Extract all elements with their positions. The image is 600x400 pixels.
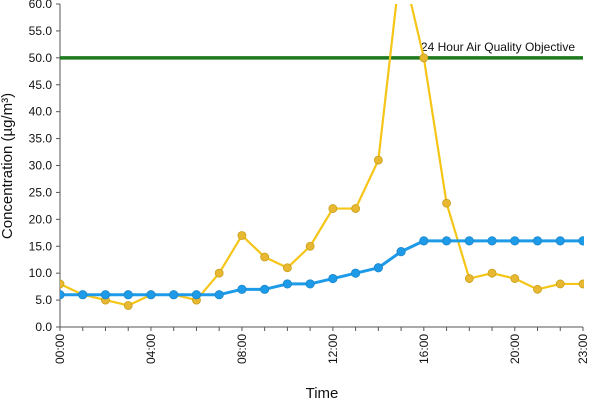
series-1-point	[351, 204, 361, 213]
marker-group	[60, 53, 584, 310]
y-tick-label: 5.0	[35, 293, 52, 307]
series-2-point	[419, 236, 429, 246]
series-2-point	[441, 236, 452, 246]
y-tick-label: 0.0	[35, 320, 52, 334]
series-1-point	[237, 231, 247, 240]
y-tick-label: 30.0	[29, 159, 53, 173]
series-1-point	[555, 279, 565, 289]
series-line-2	[60, 239, 583, 297]
series-1-point	[305, 241, 315, 251]
y-tick-label: 55.0	[29, 24, 53, 38]
series-2-point	[100, 290, 111, 300]
x-tick-label: 08:00	[235, 334, 249, 364]
series-1-point	[282, 263, 292, 273]
series-2-point	[578, 236, 584, 246]
series-2-point	[351, 268, 361, 278]
series-2-point	[78, 290, 88, 300]
series-2-point	[396, 247, 406, 257]
y-tick-label: 15.0	[29, 239, 53, 253]
series-2-point	[555, 236, 565, 246]
y-tick-label: 60.0	[29, 0, 53, 11]
series-1-point	[328, 204, 338, 213]
series-2-point	[532, 236, 543, 246]
y-tick-label: 25.0	[29, 185, 53, 199]
series-2-point	[191, 290, 202, 300]
series-1-point	[419, 53, 429, 63]
x-axis: 00:00 04:00 08:00 12:00 16:00 20:00 23:00	[53, 326, 590, 364]
y-tick-label: 45.0	[29, 78, 53, 92]
reference-line-group: 24 Hour Air Quality Objective	[60, 40, 583, 60]
y-tick-label: 20.0	[29, 212, 53, 226]
series-2-point	[123, 290, 133, 300]
series-1-point	[123, 301, 133, 310]
y-tick-label: 35.0	[29, 132, 53, 146]
series-1-point	[464, 274, 474, 283]
series-2-point	[328, 273, 338, 284]
y-tick-label: 10.0	[29, 266, 53, 280]
series-1-point	[510, 274, 520, 283]
y-tick-label: 40.0	[29, 105, 53, 119]
y-axis-title: Concentration (µg/m³)	[0, 93, 16, 239]
series-1-point	[373, 155, 383, 165]
series-1-point	[487, 268, 497, 278]
x-tick-label: 20:00	[508, 334, 522, 364]
series-2-point	[510, 236, 520, 246]
series-2-point	[373, 263, 383, 273]
series-2-point	[282, 279, 292, 289]
series-2-point	[214, 290, 224, 300]
x-tick-label: 23:00	[576, 334, 590, 364]
series-2-point	[237, 284, 247, 294]
series-2-point	[487, 236, 497, 246]
x-axis-title: Time	[306, 385, 339, 400]
series-1-point	[533, 284, 542, 294]
series-1-point	[214, 268, 224, 278]
series-1-point	[260, 252, 270, 262]
series-2-point	[146, 290, 156, 300]
x-tick-label: 00:00	[53, 334, 67, 364]
series-1-point	[60, 279, 65, 289]
series-2-point	[169, 290, 179, 300]
series-2-point	[260, 284, 270, 294]
series-1-point	[578, 279, 584, 289]
y-tick-label: 50.0	[29, 51, 53, 65]
x-tick-label: 16:00	[417, 334, 431, 364]
series-2-point	[464, 236, 474, 246]
y-axis: 0.0 5.0 10.0 15.0 20.0 25.0 30.0 35.0 40.0 45.0 50…	[29, 0, 61, 334]
series-2-point	[305, 279, 315, 289]
series-1-point	[442, 198, 451, 208]
reference-line-label: 24 Hour Air Quality Objective	[421, 40, 575, 54]
x-tick-label: 04:00	[144, 334, 158, 364]
series-2-point	[60, 290, 65, 300]
x-tick-label: 12:00	[326, 334, 340, 364]
